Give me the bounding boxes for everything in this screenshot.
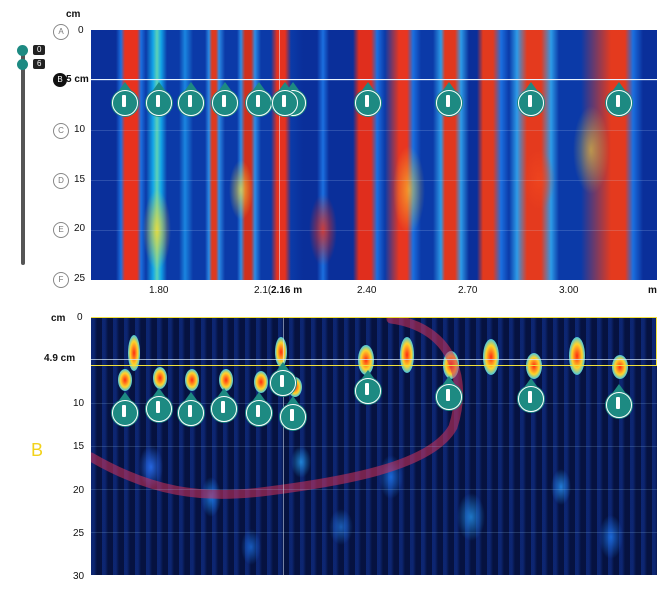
rebar-marker[interactable] [246,392,272,426]
section-label-b: B [31,440,44,460]
depth-cursor-line[interactable] [91,79,657,80]
rebar-marker[interactable] [436,376,462,410]
selection-right-edge[interactable] [656,317,657,365]
bottom-depth-tick: 30 [73,571,85,582]
selection-bottom-line[interactable] [91,365,657,366]
depth-row-b-label[interactable]: B [53,73,67,87]
grid-row-line [91,446,657,447]
distance-unit: m [648,285,657,296]
rebar-marker[interactable] [112,82,138,116]
rebar-marker[interactable] [146,388,172,422]
reflection-spot [185,369,199,391]
grid-row-line [91,180,657,181]
rebar-marker[interactable] [272,82,298,116]
rebar-marker[interactable] [436,82,462,116]
bottom-depth-tick: 10 [73,398,85,409]
rebar-marker[interactable] [518,378,544,412]
bottom-depth-tick: 0 [77,312,83,323]
cursor-vertical-line[interactable] [279,30,280,280]
depth-row-a-label[interactable]: A [53,24,69,40]
grid-row-line [91,230,657,231]
bottom-depth-tick: 25 [73,528,85,539]
depth-row-f-value: 25 [74,273,86,284]
reflection-spot [219,369,233,391]
bottom-depth-unit: cm [51,313,66,324]
scan-noise [91,317,657,575]
grid-row-line [91,403,657,404]
highlight-annotation[interactable] [91,317,657,575]
depth-row-a-value: 0 [78,25,84,36]
bottom-depth-tick: 15 [73,441,85,452]
grid-row-line [91,489,657,490]
rebar-marker[interactable] [355,370,381,404]
reflection-spot [128,335,140,371]
top-depth-unit: cm [66,9,81,20]
top-scan-image[interactable] [91,30,657,280]
depth-row-e-label[interactable]: E [53,222,69,238]
rebar-marker[interactable] [211,388,237,422]
reflection-spot [483,339,499,375]
reflection-spot [358,345,374,375]
reflection-spot [254,371,268,393]
depth-row-e-value: 20 [74,223,86,234]
depth-cursor-line[interactable] [91,359,657,360]
distance-tick: 2.1( [254,285,272,296]
depth-row-c-label[interactable]: C [53,123,69,139]
rebar-marker[interactable] [606,82,632,116]
distance-tick: 1.80 [149,285,169,296]
depth-row-f-label[interactable]: F [53,272,69,288]
rebar-marker[interactable] [178,82,204,116]
depth-row-c-value: 10 [74,124,86,135]
grid-row-line [91,130,657,131]
scan-texture [91,30,657,280]
depth-row-d-label[interactable]: D [53,173,69,189]
rebar-marker[interactable] [178,392,204,426]
slider-handle-top[interactable] [17,45,28,56]
slider-bottom-value: 6 [33,59,46,69]
depth-row-b-value: 5 cm [66,74,89,85]
rebar-marker[interactable] [270,362,296,396]
depth-range-slider[interactable] [21,50,25,265]
distance-tick: 2.40 [357,285,377,296]
rebar-marker[interactable] [606,384,632,418]
rebar-marker[interactable] [518,82,544,116]
bottom-cursor-depth-label: 4.9 cm [44,353,76,364]
reflection-spot [400,337,414,373]
grid-row-line [91,80,657,81]
reflection-spot [612,355,628,379]
selection-top-line[interactable] [91,317,657,318]
cursor-vertical-line[interactable] [283,317,284,575]
reflection-spot [118,369,132,391]
bottom-depth-tick: 20 [73,485,85,496]
rebar-marker[interactable] [112,392,138,426]
rebar-marker[interactable] [212,82,238,116]
slider-top-value: 0 [33,45,46,55]
reflection-spot [153,367,167,389]
rebar-marker[interactable] [280,396,306,430]
grid-row-line [91,532,657,533]
bottom-scan-image[interactable] [91,317,657,575]
rebar-marker[interactable] [146,82,172,116]
distance-cursor-label: 2.16 m [271,285,303,296]
distance-tick: 2.70 [458,285,478,296]
depth-row-d-value: 15 [74,174,86,185]
distance-tick: 3.00 [559,285,579,296]
rebar-marker[interactable] [355,82,381,116]
slider-handle-bottom[interactable] [17,59,28,70]
rebar-marker[interactable] [246,82,272,116]
